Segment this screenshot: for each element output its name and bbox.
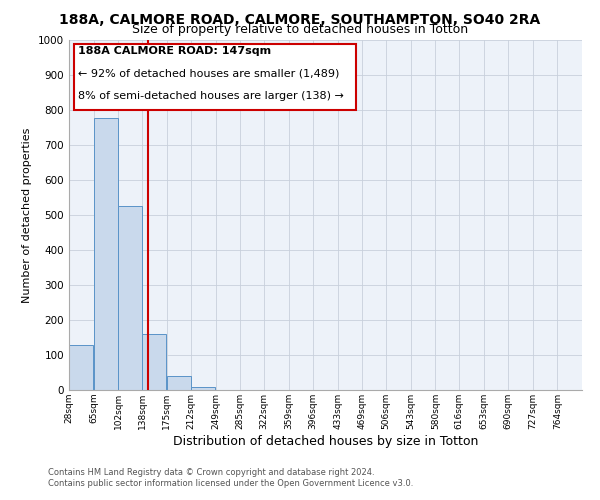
Text: 188A CALMORE ROAD: 147sqm: 188A CALMORE ROAD: 147sqm [78,46,271,56]
X-axis label: Distribution of detached houses by size in Totton: Distribution of detached houses by size … [173,434,478,448]
Text: Contains HM Land Registry data © Crown copyright and database right 2024.
Contai: Contains HM Land Registry data © Crown c… [48,468,413,487]
Bar [118,206,142,390]
Bar [191,386,215,390]
Text: Size of property relative to detached houses in Totton: Size of property relative to detached ho… [132,24,468,36]
Text: 188A, CALMORE ROAD, CALMORE, SOUTHAMPTON, SO40 2RA: 188A, CALMORE ROAD, CALMORE, SOUTHAMPTON… [59,12,541,26]
Bar [69,344,93,390]
Bar [142,334,166,390]
FancyBboxPatch shape [74,44,356,110]
Y-axis label: Number of detached properties: Number of detached properties [22,128,32,302]
Text: 8% of semi-detached houses are larger (138) →: 8% of semi-detached houses are larger (1… [78,91,344,101]
Bar [94,118,118,390]
Text: ← 92% of detached houses are smaller (1,489): ← 92% of detached houses are smaller (1,… [78,68,340,78]
Bar [167,376,191,390]
